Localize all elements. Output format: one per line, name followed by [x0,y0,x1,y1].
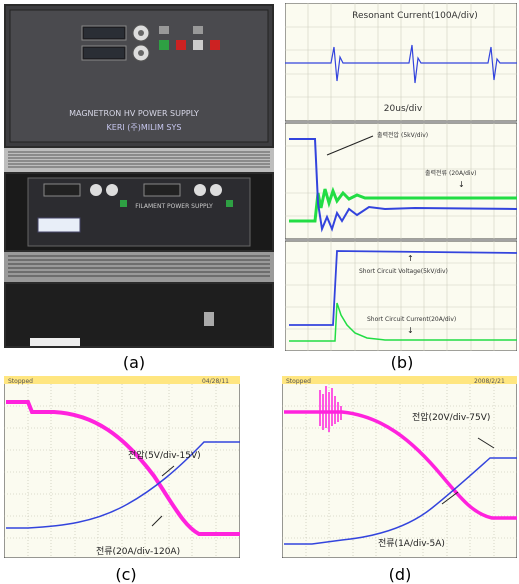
scope-c-status: Stopped [8,378,33,385]
output-voltage-label: 출력전압 (5kV/div) [377,131,428,139]
arrow-down-icon: ↓ [458,180,465,189]
arrow-up-icon: ↑ [407,254,414,263]
caption-d: (d) [388,565,412,584]
caption-b: (b) [390,353,414,372]
short-current-label: Short Circuit Current(20A/div) [367,316,456,323]
voltage-label-d: 전압(20V/div-75V) [412,411,490,423]
scope-c-date: 04/28/11 [202,378,229,385]
hv-unit-label: MAGNETRON HV POWER SUPPLY [69,109,199,118]
output-voltage-trace [289,138,518,233]
short-circuit-voltage-trace [289,250,518,326]
resonant-current-trace [285,44,517,84]
filament-label: FILAMENT POWER SUPPLY [135,203,213,210]
voltage-trace-d [284,457,517,545]
caption-c: (c) [115,565,137,584]
scope-panel-c: Stopped 04/28/11 전압(5V/div-15V) 전류(20A/d… [3,375,241,559]
scope-d-display: Stopped 2008/2/21 전압(20V/div-75V) 전류(1A/… [281,375,518,559]
power-supply-photo: MAGNETRON HV POWER SUPPLY KERI (주)MILIM … [4,4,274,348]
timebase-label: 20us/div [384,104,423,114]
output-current-label: 출력전류 (20A/div) [425,169,476,177]
caption-a: (a) [122,353,146,372]
current-label-c: 전류(20A/div-120A) [96,546,180,557]
voltage-label-c: 전압(5V/div-15V) [128,449,201,461]
current-label-d: 전류(1A/div-5A) [378,538,445,549]
current-trace-d [284,410,517,520]
maker-label: KERI (주)MILIM SYS [107,123,182,132]
short-circuit-current-trace [289,302,517,342]
scope-d-date: 2008/2/21 [474,378,505,385]
arrow-down-icon: ↓ [407,326,414,335]
voltage-trace-c [6,441,240,529]
scope-panel-d: Stopped 2008/2/21 전압(20V/div-75V) 전류(1A/… [281,375,518,559]
scope-b-display: Resonant Current(100A/div) 20us/div 출력전압… [284,2,518,352]
scope-d-status: Stopped [286,378,311,385]
scope-panel-b: Resonant Current(100A/div) 20us/div 출력전압… [284,2,518,352]
resonant-title: Resonant Current(100A/div) [352,11,478,21]
short-voltage-label: Short Circuit Voltage(5kV/div) [359,268,448,275]
scope-c-display: Stopped 04/28/11 전압(5V/div-15V) 전류(20A/d… [3,375,241,559]
photo-panel-a: MAGNETRON HV POWER SUPPLY KERI (주)MILIM … [4,4,274,348]
current-trace-c [6,400,240,536]
